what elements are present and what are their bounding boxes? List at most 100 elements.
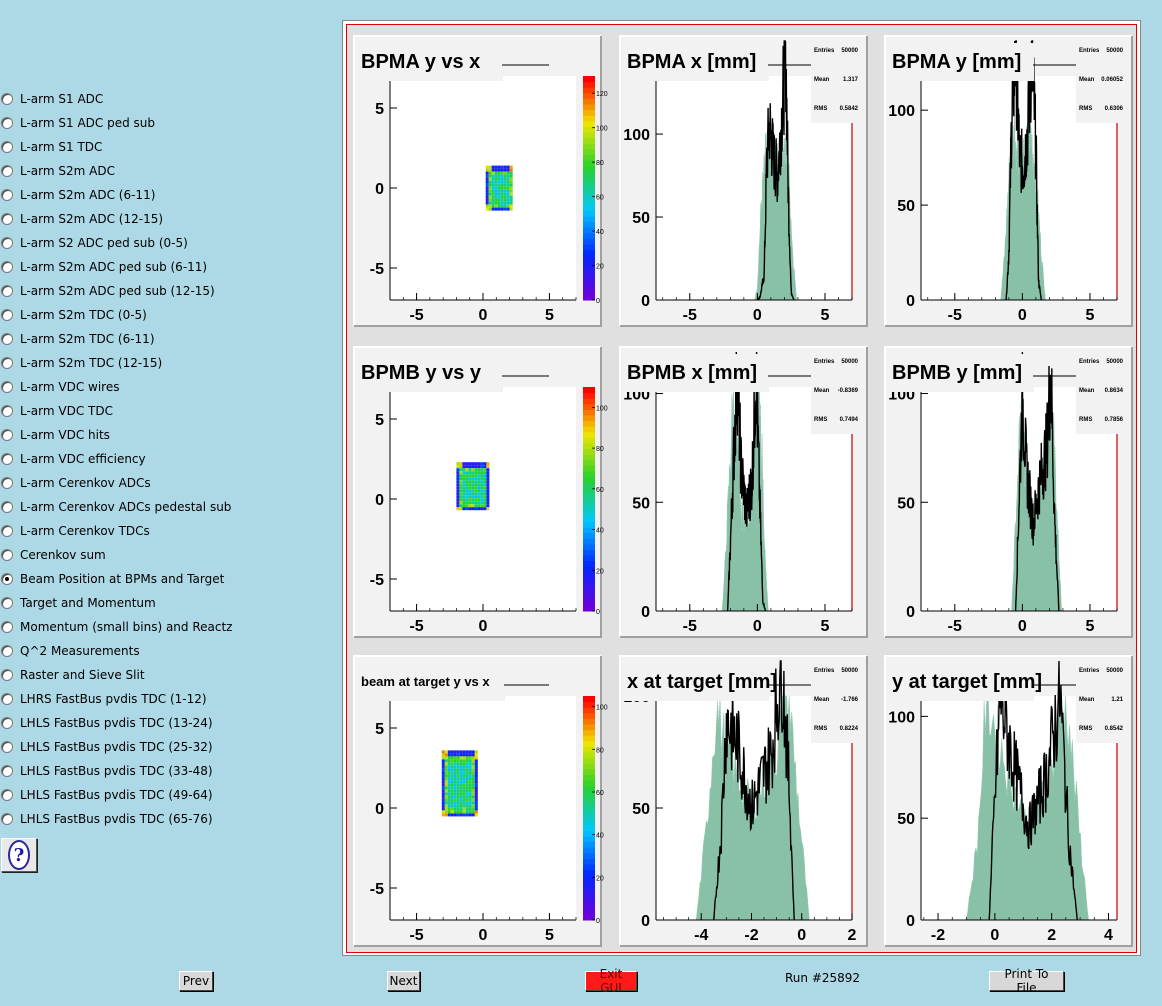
radio-button[interactable] xyxy=(1,285,13,297)
colorbar-segment xyxy=(583,735,595,742)
radio-button[interactable] xyxy=(1,717,13,729)
menu-item[interactable]: L-arm S2m ADC ped sub (6-11) xyxy=(0,256,330,278)
histogram-fill-texture xyxy=(1000,113,1046,301)
menu-item[interactable]: L-arm VDC wires xyxy=(0,376,330,398)
pad-bevel-light xyxy=(884,35,1132,326)
menu-item[interactable]: L-arm VDC efficiency xyxy=(0,448,330,470)
heatmap-cell xyxy=(506,192,510,196)
heatmap-cell xyxy=(509,198,513,202)
help-button[interactable]: ? xyxy=(1,838,37,872)
stats-key: RMS xyxy=(814,726,827,732)
heatmap-cell xyxy=(488,207,492,211)
radio-button[interactable] xyxy=(1,741,13,753)
radio-button[interactable] xyxy=(1,669,13,681)
heatmap-cell xyxy=(486,480,490,484)
radio-button[interactable] xyxy=(1,405,13,417)
radio-button[interactable] xyxy=(1,165,13,177)
heatmap-cell xyxy=(474,771,478,775)
plot-title: y at target [mm] xyxy=(892,671,1042,693)
radio-button[interactable] xyxy=(1,789,13,801)
menu-item[interactable]: L-arm VDC hits xyxy=(0,424,330,446)
radio-button[interactable] xyxy=(1,141,13,153)
menu-item[interactable]: Beam Position at BPMs and Target xyxy=(0,568,330,590)
menu-item[interactable]: Cerenkov sum xyxy=(0,544,330,566)
radio-button[interactable] xyxy=(1,645,13,657)
exit-gui-button[interactable]: Exit GUI xyxy=(585,967,637,995)
heatmap-cell xyxy=(497,171,501,175)
radio-button[interactable] xyxy=(1,117,13,129)
menu-item[interactable]: LHLS FastBus pvdis TDC (49-64) xyxy=(0,784,330,806)
menu-item[interactable]: L-arm S2m ADC (6-11) xyxy=(0,184,330,206)
menu-item[interactable]: LHRS FastBus pvdis TDC (1-12) xyxy=(0,688,330,710)
radio-button[interactable] xyxy=(1,213,13,225)
heatmap-cell xyxy=(459,507,463,511)
x-tick-label: 0 xyxy=(797,927,806,944)
menu-item[interactable]: LHLS FastBus pvdis TDC (13-24) xyxy=(0,712,330,734)
menu-item[interactable]: L-arm S2m TDC (0-5) xyxy=(0,304,330,326)
menu-item[interactable]: L-arm VDC TDC xyxy=(0,400,330,422)
heatmap-cell xyxy=(462,750,466,754)
heatmap-cell xyxy=(462,792,466,796)
radio-button[interactable] xyxy=(1,333,13,345)
menu-item[interactable]: L-arm S2m ADC ped sub (12-15) xyxy=(0,280,330,302)
menu-item-label: Beam Position at BPMs and Target xyxy=(20,572,225,586)
heatmap-cell xyxy=(477,462,481,466)
radio-button[interactable] xyxy=(1,429,13,441)
menu-item-label: L-arm Cerenkov TDCs xyxy=(20,524,150,538)
radio-button[interactable] xyxy=(1,309,13,321)
heatmap-cell xyxy=(474,759,478,763)
menu-item[interactable]: Momentum (small bins) and Reactz xyxy=(0,616,330,638)
next-button[interactable]: Next xyxy=(387,971,420,991)
radio-button[interactable] xyxy=(1,549,13,561)
radio-button[interactable] xyxy=(1,453,13,465)
menu-item[interactable]: L-arm Cerenkov ADCs pedestal sub xyxy=(0,496,330,518)
radio-button[interactable] xyxy=(1,501,13,513)
menu-item[interactable]: LHLS FastBus pvdis TDC (33-48) xyxy=(0,760,330,782)
radio-button[interactable] xyxy=(1,525,13,537)
menu-item[interactable]: L-arm S1 ADC ped sub xyxy=(0,112,330,134)
radio-button[interactable] xyxy=(1,237,13,249)
menu-item[interactable]: L-arm Cerenkov TDCs xyxy=(0,520,330,542)
radio-button[interactable] xyxy=(1,573,13,585)
menu-item[interactable]: Raster and Sieve Slit xyxy=(0,664,330,686)
heatmap-cell xyxy=(456,789,460,793)
print-to-file-button[interactable]: Print To File xyxy=(989,967,1064,995)
heatmap-cell xyxy=(456,771,460,775)
radio-button[interactable] xyxy=(1,477,13,489)
menu-item[interactable]: L-arm S2m TDC (12-15) xyxy=(0,352,330,374)
menu-item[interactable]: LHLS FastBus pvdis TDC (25-32) xyxy=(0,736,330,758)
heatmap-cell xyxy=(465,762,469,766)
menu-item[interactable]: L-arm S2m ADC (12-15) xyxy=(0,208,330,230)
menu-item[interactable]: L-arm S2 ADC ped sub (0-5) xyxy=(0,232,330,254)
menu-item[interactable]: L-arm Cerenkov ADCs xyxy=(0,472,330,494)
menu-item[interactable]: Target and Momentum xyxy=(0,592,330,614)
heatmap-cell xyxy=(474,471,478,475)
heatmap-cell xyxy=(485,207,489,211)
colorbar-segment xyxy=(583,482,595,489)
menu-item[interactable]: L-arm S2m ADC xyxy=(0,160,330,182)
menu-item[interactable]: L-arm S2m TDC (6-11) xyxy=(0,328,330,350)
radio-button[interactable] xyxy=(1,261,13,273)
heatmap-cell xyxy=(468,489,472,493)
colorbar-tick-label: 40 xyxy=(596,528,604,535)
heatmap-cell xyxy=(465,795,469,799)
menu-item[interactable]: L-arm S1 ADC xyxy=(0,88,330,110)
x-tick-label: -4 xyxy=(694,927,708,944)
radio-button[interactable] xyxy=(1,93,13,105)
stats-value: 0.8634 xyxy=(1105,388,1124,394)
colorbar-segment xyxy=(583,154,595,161)
radio-button[interactable] xyxy=(1,765,13,777)
radio-button[interactable] xyxy=(1,813,13,825)
radio-button[interactable] xyxy=(1,597,13,609)
prev-button[interactable]: Prev xyxy=(179,971,213,991)
menu-item[interactable]: LHLS FastBus pvdis TDC (65-76) xyxy=(0,808,330,830)
radio-button[interactable] xyxy=(1,381,13,393)
menu-item[interactable]: L-arm S1 TDC xyxy=(0,136,330,158)
radio-button[interactable] xyxy=(1,693,13,705)
heatmap-cell xyxy=(500,174,504,178)
radio-button[interactable] xyxy=(1,357,13,369)
radio-button[interactable] xyxy=(1,621,13,633)
heatmap-cell xyxy=(459,771,463,775)
menu-item[interactable]: Q^2 Measurements xyxy=(0,640,330,662)
radio-button[interactable] xyxy=(1,189,13,201)
